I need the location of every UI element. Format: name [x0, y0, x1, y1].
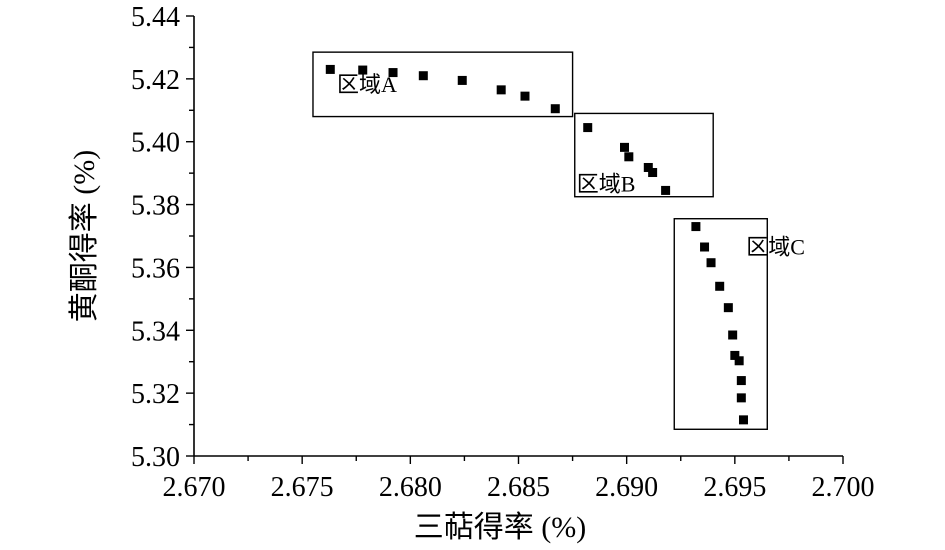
- data-point: [583, 123, 593, 133]
- x-tick-label: 2.695: [703, 472, 766, 503]
- x-tick-label: 2.700: [812, 472, 875, 503]
- y-tick-label: 5.32: [131, 379, 180, 410]
- region-box: [312, 51, 574, 118]
- x-tick-label: 2.675: [271, 472, 334, 503]
- y-tick-label: 5.30: [131, 442, 180, 473]
- data-point: [734, 356, 744, 366]
- y-tick-label: 5.34: [131, 316, 180, 347]
- data-point: [661, 185, 671, 195]
- x-tick-label: 2.680: [379, 472, 442, 503]
- data-point: [643, 162, 653, 172]
- data-point: [325, 64, 335, 74]
- y-tick-label: 5.36: [131, 253, 180, 284]
- data-point: [715, 281, 725, 291]
- data-point: [738, 415, 748, 425]
- data-point: [496, 85, 506, 95]
- data-point: [550, 104, 560, 114]
- data-point: [620, 142, 630, 152]
- data-point: [691, 222, 701, 232]
- data-point: [388, 68, 398, 78]
- x-tick-label: 2.670: [163, 472, 226, 503]
- data-point: [648, 168, 658, 178]
- data-point: [457, 75, 467, 85]
- data-point: [700, 242, 710, 252]
- data-point: [706, 258, 716, 268]
- y-tick-label: 5.40: [131, 128, 180, 159]
- region-label: 区域B: [577, 171, 636, 196]
- data-point: [624, 152, 634, 162]
- x-tick-label: 2.690: [595, 472, 658, 503]
- x-tick-label: 2.685: [487, 472, 550, 503]
- data-point: [358, 65, 368, 75]
- data-point: [728, 330, 738, 340]
- y-tick-label: 5.42: [131, 65, 180, 96]
- region-box: [673, 218, 768, 430]
- y-axis-title: 黄酮得率 (%): [68, 150, 101, 322]
- x-axis-title: 三萜得率 (%): [414, 511, 586, 544]
- region-label: 区域C: [746, 235, 805, 260]
- plot-area: 2.670 2.675 2.680 2.685 2.690 2.695 2.700 5.30 5…: [131, 2, 875, 503]
- data-point: [418, 71, 428, 81]
- data-point: [730, 350, 740, 360]
- data-point: [736, 393, 746, 403]
- region-box: [574, 112, 714, 198]
- y-tick-label: 5.38: [131, 191, 180, 222]
- region-label: 区域A: [337, 72, 397, 97]
- data-point: [736, 376, 746, 386]
- data-point: [520, 91, 530, 101]
- y-tick-label: 5.44: [131, 2, 180, 33]
- data-point: [723, 303, 733, 313]
